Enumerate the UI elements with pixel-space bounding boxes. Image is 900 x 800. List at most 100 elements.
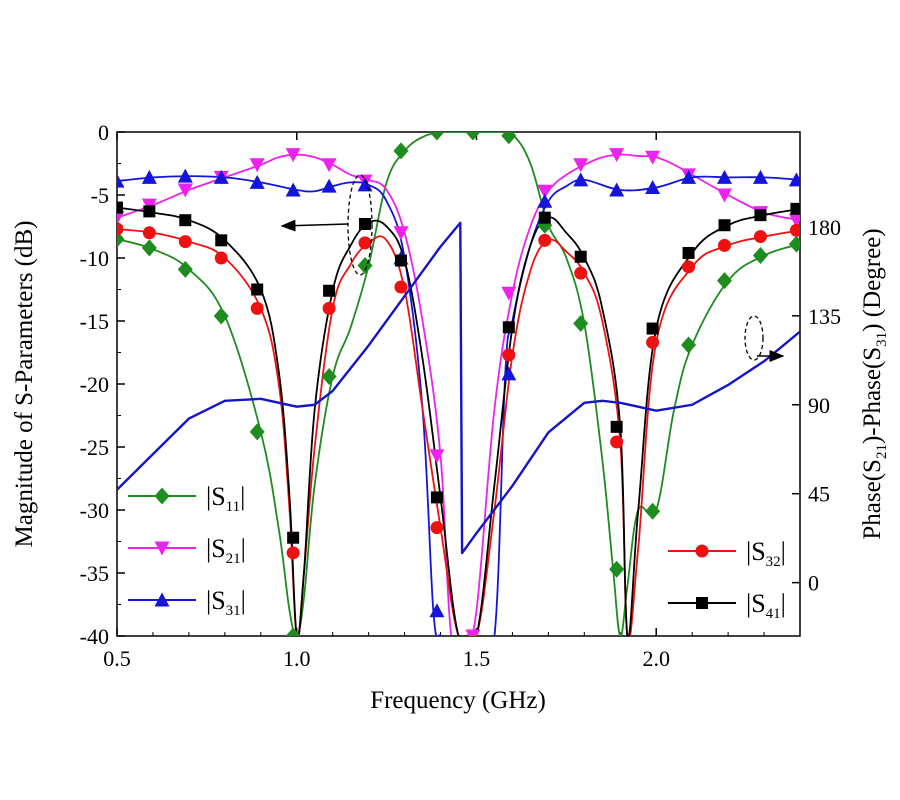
- x-tick-label: 1.5: [463, 646, 491, 671]
- right-annotation-ellipse: [744, 315, 764, 361]
- point-s21: [117, 211, 125, 226]
- x-tick-label: 2.0: [642, 646, 670, 671]
- right-y-axis-title: Phase(S21)-Phase(S31) (Degree): [859, 228, 890, 539]
- y-left-tick-label: 0: [98, 120, 109, 145]
- point-s21: [285, 148, 301, 163]
- series-line-phase-difference: [117, 221, 800, 555]
- point-s31: [717, 169, 733, 184]
- legend-marker-s41: [696, 597, 708, 609]
- left-y-axis-title: Magnitude of S-Parameters (dB): [11, 220, 38, 547]
- point-s21: [537, 184, 553, 199]
- point-s21: [573, 158, 589, 173]
- point-s21: [429, 449, 445, 464]
- point-s32: [574, 266, 588, 280]
- markers-layer: [117, 132, 800, 636]
- point-s21: [645, 150, 661, 165]
- point-s32: [322, 301, 336, 315]
- point-s21: [609, 148, 625, 163]
- series-layer: [117, 132, 800, 636]
- y-right-tick-label: 90: [808, 393, 830, 418]
- point-s32: [610, 435, 624, 449]
- point-s11: [249, 423, 265, 441]
- point-s32: [502, 348, 516, 362]
- x-axis-title: Frequency (GHz): [370, 687, 546, 714]
- point-s32: [358, 236, 372, 250]
- point-s32: [178, 235, 192, 249]
- point-s32: [117, 222, 124, 236]
- point-s41: [430, 491, 443, 504]
- point-s41: [502, 321, 515, 334]
- right-title-sub-b: 31: [874, 332, 890, 347]
- y-left-tick-label: -30: [80, 498, 109, 523]
- point-s32: [142, 226, 156, 240]
- point-s32: [394, 280, 408, 294]
- point-s41: [790, 202, 800, 215]
- legend-marker-s32: [695, 544, 709, 558]
- point-s11: [285, 627, 301, 636]
- series-line-s41: [117, 206, 800, 636]
- y-right-tick-label: 180: [808, 215, 841, 240]
- point-s21: [717, 188, 733, 203]
- point-s31: [249, 174, 265, 189]
- point-s31: [357, 177, 373, 192]
- point-s31: [141, 169, 157, 184]
- legend-marker-s21: [154, 541, 170, 556]
- right-title-sub-a: 21: [874, 444, 890, 459]
- point-s21: [321, 158, 337, 173]
- point-s11: [609, 560, 625, 578]
- point-s41: [394, 254, 407, 267]
- point-s11: [752, 246, 768, 264]
- right-title-part-a: Phase(S: [859, 459, 886, 540]
- y-left-tick-label: -25: [80, 435, 109, 460]
- point-s11: [213, 307, 229, 325]
- point-s41: [718, 219, 731, 232]
- legend-label-s21: |S21|: [206, 534, 246, 567]
- point-s32: [718, 238, 732, 252]
- point-s11: [645, 502, 661, 520]
- point-s32: [538, 233, 552, 247]
- y-right-tick-label: 45: [808, 482, 830, 507]
- y-left-tick-label: -20: [80, 372, 109, 397]
- point-s31: [177, 168, 193, 183]
- right-axis-annotation: [744, 315, 785, 362]
- y-right-tick-label: 0: [808, 571, 819, 596]
- point-s41: [143, 205, 156, 218]
- left-annotation-arrow: [280, 219, 349, 232]
- point-s32: [286, 546, 300, 560]
- left-annotation-ellipse: [347, 174, 373, 276]
- point-s32: [250, 301, 264, 315]
- point-s11: [501, 132, 517, 145]
- point-s41: [538, 211, 551, 224]
- left-axis-annotation: [280, 174, 373, 276]
- point-s41: [287, 531, 300, 544]
- axes-group: 0.5 1.0 1.5 2.0 0 -5 -10 -15 -20 -25 -30 -35 -40 180 1…: [80, 120, 841, 671]
- point-s41: [574, 250, 587, 263]
- legend-marker-s11: [154, 487, 170, 505]
- point-s31: [681, 169, 697, 184]
- point-s41: [117, 201, 123, 214]
- point-s31: [537, 193, 553, 208]
- legend: |S11| |S21| |S31| |S32| |S41|: [128, 482, 786, 622]
- y-left-tick-label: -5: [91, 183, 109, 208]
- point-s41: [251, 283, 264, 296]
- point-s21: [501, 286, 517, 301]
- point-s41: [323, 284, 336, 297]
- point-s32: [753, 230, 767, 244]
- point-s31: [117, 173, 125, 188]
- point-s41: [179, 214, 192, 227]
- point-s11: [681, 336, 697, 354]
- y-left-tick-label: -35: [80, 561, 109, 586]
- point-s11: [321, 367, 337, 385]
- right-title-part-c: ) (Degree): [859, 228, 886, 331]
- point-s41: [610, 420, 623, 433]
- point-s21: [393, 226, 409, 241]
- point-s41: [646, 322, 659, 335]
- point-s21: [249, 158, 265, 173]
- point-s31: [501, 366, 517, 381]
- y-left-tick-label: -40: [80, 624, 109, 649]
- series-line-s31: [117, 175, 800, 636]
- point-s32: [682, 260, 696, 274]
- point-s11: [429, 132, 445, 141]
- point-s41: [682, 246, 695, 259]
